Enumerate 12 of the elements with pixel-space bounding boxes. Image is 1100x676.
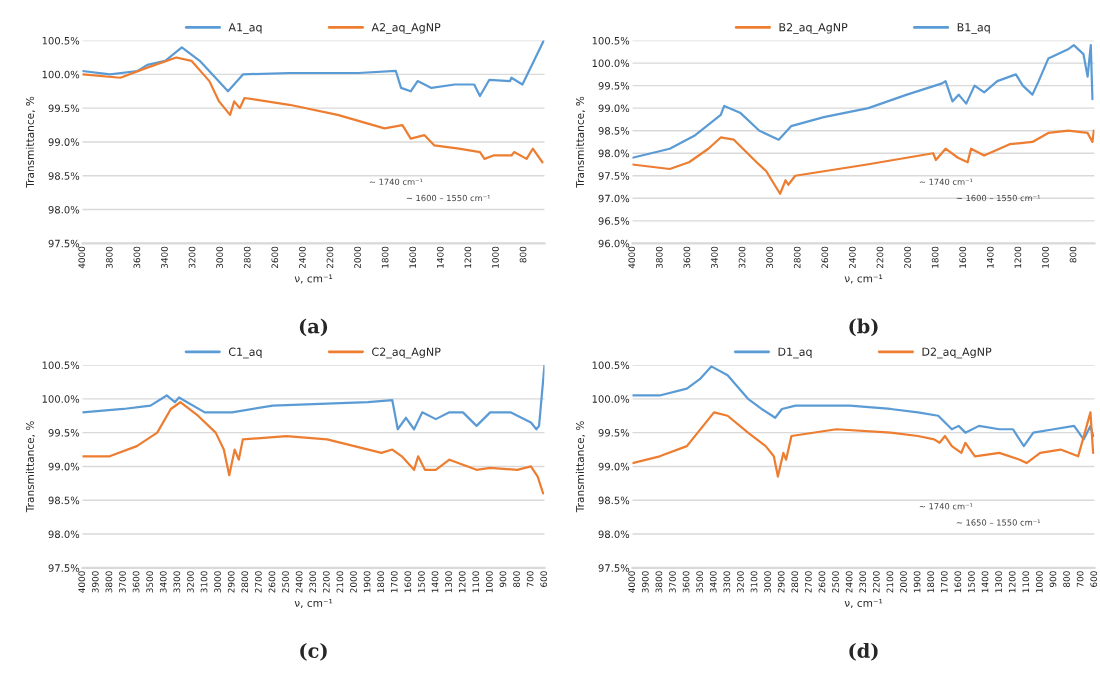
line-series	[632, 43, 1094, 159]
text: (a)	[299, 318, 328, 337]
line-series	[82, 365, 545, 431]
line-series	[82, 401, 545, 495]
text: (d)	[849, 642, 878, 661]
text: (c)	[300, 642, 327, 661]
line-series	[82, 40, 545, 98]
line-series	[632, 365, 1095, 448]
text: (b)	[849, 318, 878, 337]
line-series	[632, 129, 1095, 195]
line-series	[82, 56, 544, 164]
line-series	[632, 411, 1095, 478]
